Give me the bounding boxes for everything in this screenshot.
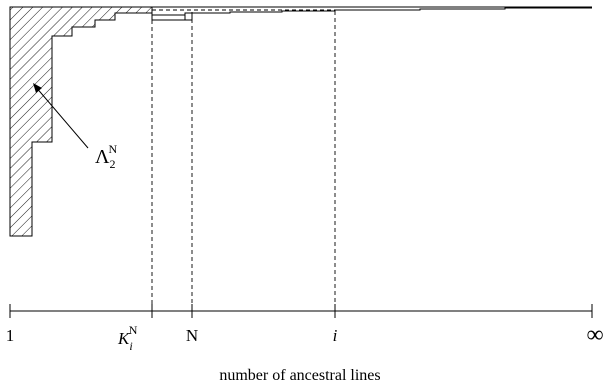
step-detail [151,12,230,21]
tick-label-n: N [186,326,198,345]
annotation-arrow-line [34,85,89,149]
tick-label-one: 1 [6,326,15,345]
tick-label-i: i [333,326,338,345]
tick-label-inf: ∞ [586,322,603,348]
region-label: Λ2N [95,142,118,171]
hatched-region [9,6,153,237]
axis-label: number of ancestral lines [219,367,380,384]
tick-label-kin: KiN [117,323,138,353]
annotation-arrowhead [33,83,42,93]
